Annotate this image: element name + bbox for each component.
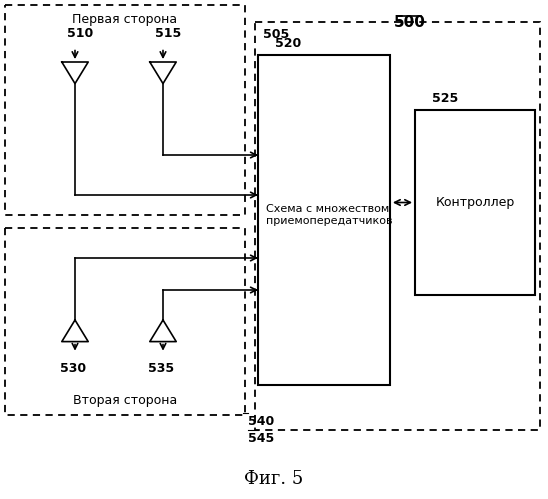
Text: 505: 505 bbox=[263, 28, 289, 41]
Text: 510: 510 bbox=[67, 27, 93, 40]
Text: 525: 525 bbox=[432, 92, 458, 105]
Text: 545: 545 bbox=[248, 432, 274, 445]
Text: 540: 540 bbox=[248, 415, 274, 428]
Text: Контроллер: Контроллер bbox=[435, 196, 515, 209]
Text: Схема с множеством
приемопередатчиков: Схема с множеством приемопередатчиков bbox=[266, 204, 392, 226]
Text: 535: 535 bbox=[148, 362, 174, 375]
Text: Вторая сторона: Вторая сторона bbox=[73, 394, 177, 407]
Text: 500: 500 bbox=[394, 15, 426, 30]
Polygon shape bbox=[258, 55, 390, 385]
Text: Первая сторона: Первая сторона bbox=[72, 13, 178, 26]
Text: 520: 520 bbox=[275, 37, 301, 50]
Text: 530: 530 bbox=[60, 362, 86, 375]
Text: Фиг. 5: Фиг. 5 bbox=[244, 470, 304, 488]
Polygon shape bbox=[415, 110, 535, 295]
Text: 515: 515 bbox=[155, 27, 181, 40]
